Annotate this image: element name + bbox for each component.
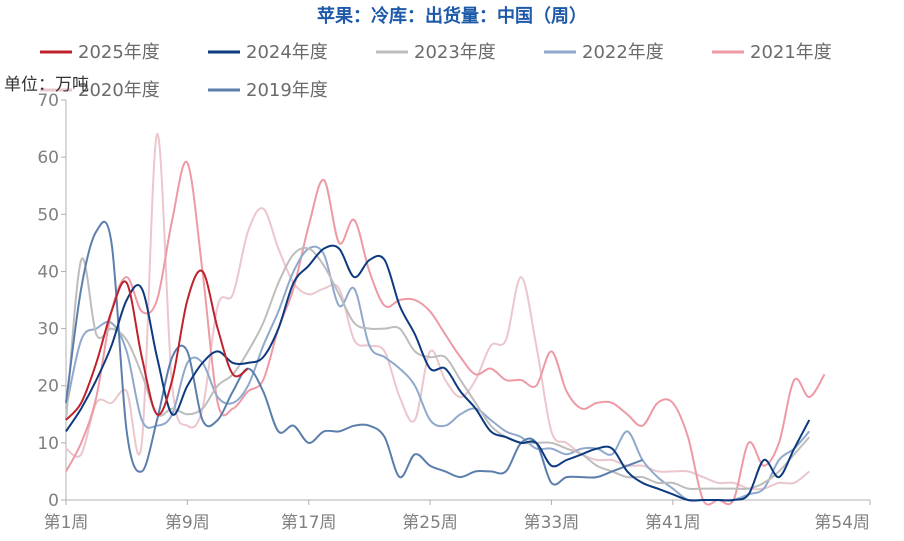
x-tick-label: 第1周 <box>44 513 89 533</box>
legend-item: 2024年度 <box>208 42 328 63</box>
y-tick-label: 0 <box>48 491 59 511</box>
legend-label: 2025年度 <box>78 42 160 63</box>
unit-label: 单位：万吨 <box>4 75 89 95</box>
legend-item: 2022年度 <box>544 42 664 63</box>
chart-title: 苹果：冷库：出货量：中国（周） <box>317 5 587 27</box>
series-line-2022年度 <box>65 245 811 502</box>
x-tick-label: 第33周 <box>524 513 580 533</box>
legend-label: 2024年度 <box>246 42 328 63</box>
y-tick-label: 30 <box>37 320 59 340</box>
x-tick-label: 第25周 <box>402 513 458 533</box>
legend-label: 2023年度 <box>414 42 496 63</box>
legend: 2025年度 2024年度 2023年度 2022年度 2021年度 2020年度 2019… <box>40 42 832 101</box>
y-tick-label: 50 <box>37 205 59 225</box>
legend-item: 2023年度 <box>376 42 496 63</box>
series-line-2024年度 <box>65 244 811 502</box>
legend-label: 2021年度 <box>750 42 832 63</box>
y-tick-label: 10 <box>37 434 59 454</box>
x-tick-label: 第41周 <box>645 513 701 533</box>
x-tick-label: 第9周 <box>165 513 210 533</box>
series-line-2023年度 <box>65 246 811 490</box>
series-line-2021年度 <box>65 160 826 506</box>
legend-label: 2019年度 <box>246 80 328 101</box>
series-lines <box>65 133 826 506</box>
legend-item: 2021年度 <box>712 42 832 63</box>
x-axis: 第1周 第9周 第17周 第25周 第33周 第41周 第54周 <box>44 500 871 533</box>
legend-item: 2020年度 <box>40 80 160 101</box>
x-tick-label: 第54周 <box>814 513 870 533</box>
series-line-2019年度 <box>65 220 643 486</box>
legend-label: 2020年度 <box>78 80 160 101</box>
legend-label: 2022年度 <box>582 42 664 63</box>
legend-item: 2019年度 <box>208 80 328 101</box>
legend-item: 2025年度 <box>40 42 160 63</box>
series-line-2020年度 <box>65 133 810 491</box>
y-tick-label: 70 <box>37 91 59 111</box>
y-tick-label: 60 <box>37 148 59 168</box>
y-axis: 0 10 20 30 40 50 60 70 <box>37 91 66 511</box>
y-tick-label: 40 <box>37 262 59 282</box>
series-line-2025年度 <box>65 269 249 421</box>
y-tick-label: 20 <box>37 377 59 397</box>
x-tick-label: 第17周 <box>281 513 337 533</box>
